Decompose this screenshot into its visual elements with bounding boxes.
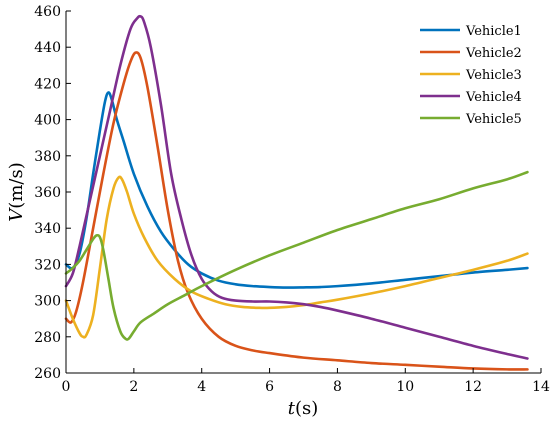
series-line-vehicle2 (64, 51, 529, 371)
y-tick-label: 260 (34, 366, 61, 382)
series-line-vehicle5 (64, 170, 529, 341)
x-tick-label: 14 (532, 379, 550, 395)
x-axis-label-symbol: t (288, 398, 296, 419)
legend-item: Vehicle2 (420, 46, 522, 61)
x-tick-label: 0 (62, 379, 71, 395)
y-tick-label: 280 (34, 330, 61, 346)
x-tick-label: 10 (396, 379, 414, 395)
legend-item: Vehicle4 (420, 90, 522, 105)
legend-label: Vehicle5 (465, 112, 522, 127)
axes: 0 2 4 6 8 10 12 14 260 280 300 320 340 360 380 400 420 4… (34, 4, 550, 395)
x-tick-label: 4 (197, 379, 206, 395)
y-axis-label-unit: (m/s) (6, 162, 27, 208)
legend-label: Vehicle2 (465, 46, 522, 61)
y-tick-label: 300 (34, 294, 61, 310)
x-tick-label: 8 (333, 379, 342, 395)
legend-item: Vehicle5 (420, 112, 522, 127)
y-tick-label: 360 (34, 185, 61, 201)
x-axis-label: t(s) (288, 398, 319, 419)
series-line-vehicle3 (64, 175, 529, 339)
legend: Vehicle1 Vehicle2 Vehicle3 Vehicle4 Vehicle5 (420, 24, 522, 127)
legend-label: Vehicle1 (465, 24, 522, 39)
legend-item: Vehicle1 (420, 24, 522, 39)
series-line-vehicle1 (64, 91, 529, 289)
y-tick-label: 420 (34, 76, 61, 92)
y-tick-label: 460 (34, 4, 61, 20)
x-axis-label-unit: (s) (295, 398, 318, 419)
y-tick-label: 320 (34, 257, 61, 273)
x-tick-label: 6 (265, 379, 274, 395)
series-line-vehicle4 (64, 14, 529, 360)
y-axis-label-symbol: V (6, 207, 27, 222)
legend-label: Vehicle3 (465, 68, 522, 83)
x-tick-label: 2 (129, 379, 138, 395)
y-tick-label: 440 (34, 40, 61, 56)
y-ticks: 260 280 300 320 340 360 380 400 420 440 460 (34, 4, 71, 382)
y-tick-label: 340 (34, 221, 61, 237)
y-axis-label: V(m/s) (6, 162, 27, 221)
y-tick-label: 400 (34, 113, 61, 129)
series-group (64, 14, 529, 371)
plot-area (64, 14, 529, 371)
y-tick-label: 380 (34, 149, 61, 165)
x-ticks: 0 2 4 6 8 10 12 14 (62, 368, 550, 395)
x-tick-label: 12 (464, 379, 482, 395)
legend-label: Vehicle4 (465, 90, 522, 105)
legend-item: Vehicle3 (420, 68, 522, 83)
